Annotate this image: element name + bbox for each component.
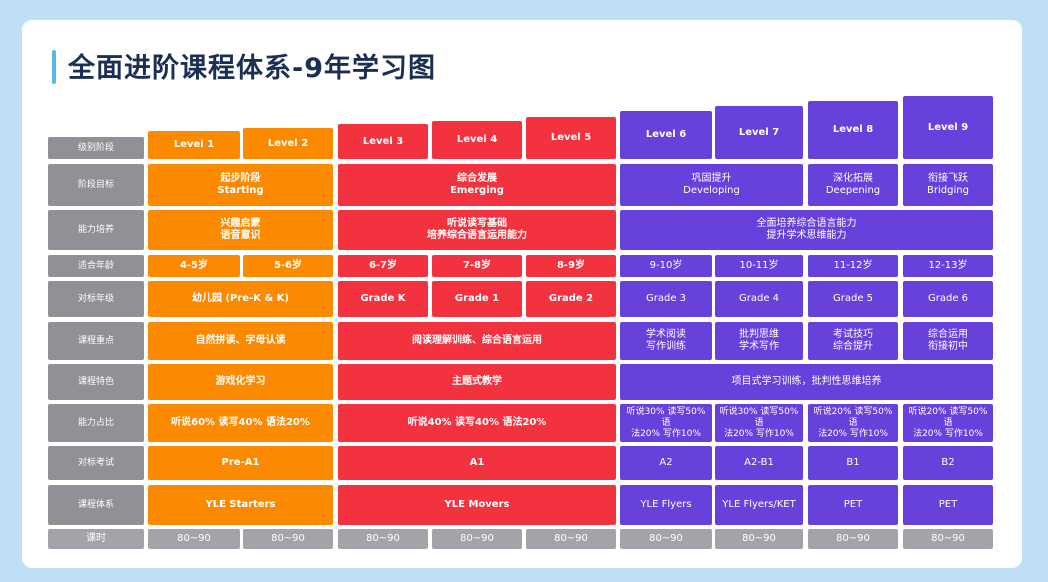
exam-red: A1 [338,446,616,480]
hours-cell: 80~90 [808,529,898,549]
system-cell: PET [903,485,993,525]
hours-cell: 80~90 [243,529,333,549]
grade-cell: Grade 6 [903,281,993,317]
focus-cell: 考试技巧 综合提升 [808,322,898,360]
level-9-header: Level 9 [903,96,993,159]
grade-cell: Grade 1 [432,281,522,317]
system-cell: YLE Flyers [620,485,712,525]
age-cell: 5-6岁 [243,255,333,277]
stage-emerging: 综合发展 Emerging [338,164,616,206]
row-label-age: 适合年龄 [48,255,144,277]
focus-cell: 批判思维 学术写作 [715,322,803,360]
age-cell: 9-10岁 [620,255,712,277]
focus-orange: 自然拼读、字母认读 [148,322,333,360]
row-label-system: 课程体系 [48,485,144,525]
system-cell: PET [808,485,898,525]
row-label-exam: 对标考试 [48,446,144,480]
level-4-header: Level 4 [432,121,522,159]
stage-bridging: 衔接飞跃 Bridging [903,164,993,206]
focus-red: 阅读理解训练、综合语言运用 [338,322,616,360]
level-6-header: Level 6 [620,111,712,159]
level-2-header: Level 2 [243,128,333,159]
row-label-ratio: 能力占比 [48,404,144,442]
grade-cell: Grade 4 [715,281,803,317]
hours-cell: 80~90 [715,529,803,549]
exam-cell: A2-B1 [715,446,803,480]
hours-cell: 80~90 [338,529,428,549]
hours-cell: 80~90 [526,529,616,549]
ratio-orange: 听说60% 读写40% 语法20% [148,404,333,442]
ratio-cell: 听说20% 读写50% 语 法20% 写作10% [903,404,993,442]
level-7-header: Level 7 [715,106,803,159]
grade-cell: Grade K [338,281,428,317]
row-label-hours: 课时 [48,529,144,549]
feature-red: 主题式教学 [338,364,616,400]
system-cell: YLE Flyers/KET [715,485,803,525]
row-label-grade: 对标年级 [48,281,144,317]
row-label-ability: 能力培养 [48,210,144,250]
ratio-cell: 听说20% 读写50% 语 法20% 写作10% [808,404,898,442]
exam-cell: B1 [808,446,898,480]
age-cell: 11-12岁 [808,255,898,277]
ratio-cell: 听说30% 读写50% 语 法20% 写作10% [620,404,712,442]
grade-cell: Grade 2 [526,281,616,317]
stage-deepening: 深化拓展 Deepening [808,164,898,206]
ratio-red: 听说40% 读写40% 语法20% [338,404,616,442]
ability-red: 听说读写基础 培养综合语言运用能力 [338,210,616,250]
level-5-header: Level 5 [526,117,616,159]
grade-orange: 幼儿园 (Pre-K & K) [148,281,333,317]
ability-orange: 兴趣启蒙 语音意识 [148,210,333,250]
exam-cell: A2 [620,446,712,480]
age-cell: 4-5岁 [148,255,240,277]
exam-orange: Pre-A1 [148,446,333,480]
feature-purple: 项目式学习训练，批判性思维培养 [620,364,993,400]
hours-cell: 80~90 [620,529,712,549]
stage-starting: 起步阶段 Starting [148,164,333,206]
focus-cell: 学术阅读 写作训练 [620,322,712,360]
age-cell: 7-8岁 [432,255,522,277]
age-cell: 12-13岁 [903,255,993,277]
stage-developing: 巩固提升 Developing [620,164,803,206]
level-1-header: Level 1 [148,131,240,159]
ratio-cell: 听说30% 读写50% 语 法20% 写作10% [715,404,803,442]
system-orange: YLE Starters [148,485,333,525]
row-label-level: 级别阶段 [48,137,144,159]
title-accent-bar [52,50,56,84]
focus-cell: 综合运用 衔接初中 [903,322,993,360]
row-label-focus: 课程重点 [48,322,144,360]
age-cell: 6-7岁 [338,255,428,277]
feature-orange: 游戏化学习 [148,364,333,400]
page-title: 全面进阶课程体系-9年学习图 [68,53,436,84]
age-cell: 10-11岁 [715,255,803,277]
level-3-header: Level 3 [338,124,428,159]
age-cell: 8-9岁 [526,255,616,277]
system-red: YLE Movers [338,485,616,525]
grade-cell: Grade 5 [808,281,898,317]
ability-purple: 全面培养综合语言能力 提升学术思维能力 [620,210,993,250]
hours-cell: 80~90 [148,529,240,549]
row-label-stage: 阶段目标 [48,164,144,206]
row-label-feature: 课程特色 [48,364,144,400]
hours-cell: 80~90 [432,529,522,549]
grade-cell: Grade 3 [620,281,712,317]
level-8-header: Level 8 [808,101,898,159]
exam-cell: B2 [903,446,993,480]
hours-cell: 80~90 [903,529,993,549]
